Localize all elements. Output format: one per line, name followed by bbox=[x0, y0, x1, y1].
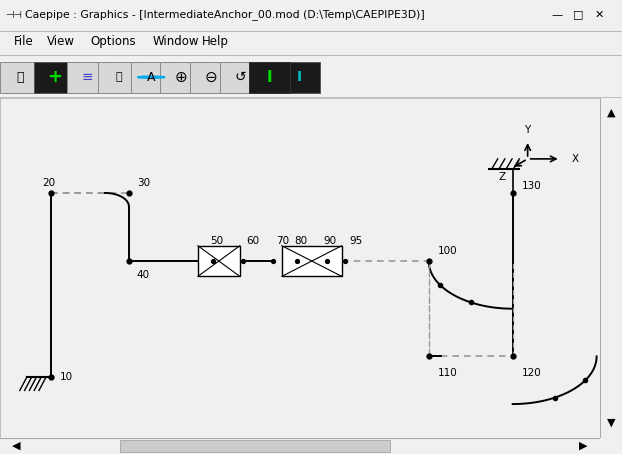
Text: ⊕: ⊕ bbox=[175, 69, 187, 85]
Text: I: I bbox=[297, 70, 302, 84]
Text: ◀: ◀ bbox=[12, 441, 21, 451]
Text: Z: Z bbox=[499, 172, 506, 182]
Bar bbox=[198, 246, 240, 276]
Text: 60: 60 bbox=[246, 236, 259, 246]
Text: X: X bbox=[572, 154, 578, 164]
Text: 95: 95 bbox=[349, 236, 362, 246]
FancyBboxPatch shape bbox=[249, 62, 290, 93]
Text: —: — bbox=[551, 10, 562, 20]
Text: 50: 50 bbox=[210, 236, 223, 246]
Text: ▶: ▶ bbox=[579, 441, 588, 451]
Text: 120: 120 bbox=[522, 368, 541, 379]
FancyBboxPatch shape bbox=[220, 62, 261, 93]
Text: Options: Options bbox=[90, 35, 136, 48]
Text: Window: Window bbox=[152, 35, 199, 48]
Text: ⊣⊣: ⊣⊣ bbox=[5, 10, 22, 20]
Text: 10: 10 bbox=[60, 372, 73, 382]
Text: 90: 90 bbox=[324, 236, 337, 246]
Text: 🖨: 🖨 bbox=[17, 71, 24, 84]
Text: View: View bbox=[47, 35, 75, 48]
Text: ▲: ▲ bbox=[606, 108, 615, 118]
FancyBboxPatch shape bbox=[249, 62, 290, 93]
Text: 110: 110 bbox=[438, 368, 457, 379]
FancyBboxPatch shape bbox=[34, 62, 75, 93]
FancyBboxPatch shape bbox=[98, 62, 139, 93]
Text: Caepipe : Graphics - [IntermediateAnchor_00.mod (D:\Temp\CAEPIPE3D)]: Caepipe : Graphics - [IntermediateAnchor… bbox=[25, 9, 425, 20]
Text: □: □ bbox=[573, 10, 583, 20]
FancyBboxPatch shape bbox=[160, 62, 202, 93]
Text: 80: 80 bbox=[294, 236, 307, 246]
Text: ≡: ≡ bbox=[81, 70, 93, 84]
Text: 130: 130 bbox=[522, 181, 541, 191]
FancyBboxPatch shape bbox=[279, 62, 320, 93]
Text: 70: 70 bbox=[276, 236, 289, 246]
Text: ↺: ↺ bbox=[234, 70, 246, 84]
Text: +: + bbox=[47, 68, 62, 86]
Text: Y: Y bbox=[524, 125, 531, 135]
FancyBboxPatch shape bbox=[0, 62, 41, 93]
FancyBboxPatch shape bbox=[67, 62, 108, 93]
Text: 40: 40 bbox=[137, 270, 150, 280]
Bar bbox=[282, 246, 341, 276]
Text: ▼: ▼ bbox=[606, 418, 615, 428]
Text: I: I bbox=[266, 69, 272, 85]
Text: 100: 100 bbox=[438, 246, 457, 256]
Text: 📷: 📷 bbox=[116, 72, 122, 82]
Text: A: A bbox=[147, 71, 156, 84]
Text: File: File bbox=[14, 35, 34, 48]
FancyBboxPatch shape bbox=[190, 62, 231, 93]
FancyBboxPatch shape bbox=[131, 62, 172, 93]
Text: ⊖: ⊖ bbox=[205, 69, 217, 85]
FancyBboxPatch shape bbox=[120, 439, 390, 452]
Text: 20: 20 bbox=[42, 178, 55, 188]
Text: 30: 30 bbox=[137, 178, 150, 188]
Text: ✕: ✕ bbox=[594, 10, 604, 20]
Text: Help: Help bbox=[202, 35, 229, 48]
